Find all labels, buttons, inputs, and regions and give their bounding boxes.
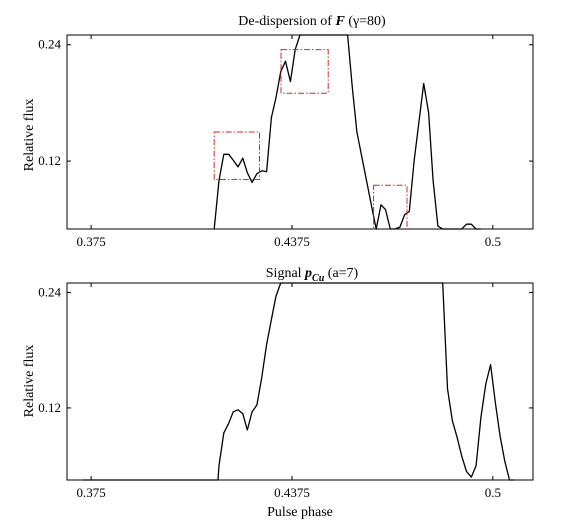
plot-frame	[66, 34, 534, 230]
x-tick-label: 0.4375	[274, 485, 310, 500]
x-tick-label: 0.375	[76, 485, 105, 500]
series-line	[83, 282, 515, 481]
title-symbol: F	[334, 14, 345, 29]
plot-frame	[66, 282, 534, 481]
y-tick-label: 0.24	[38, 37, 61, 52]
tick-layer: 0.375 0.4375 0.5 0.12 0.24	[38, 35, 533, 249]
x-tick-label: 0.375	[76, 234, 105, 249]
highlight-box	[213, 131, 260, 180]
panel-signal: Signal pCu (a=7) Relative flux 0.375 0.43…	[22, 266, 534, 520]
title-symbol: p	[304, 266, 312, 281]
title-suffix: (γ=80)	[345, 14, 386, 29]
title-subscript: Cu	[312, 273, 325, 284]
highlight-layer	[213, 49, 408, 230]
y-axis-label: Relative flux	[22, 345, 37, 418]
x-axis-label: Pulse phase	[267, 505, 333, 520]
highlight-box	[280, 49, 329, 94]
x-tick-label: 0.5	[485, 234, 501, 249]
tick-layer: 0.375 0.4375 0.5 0.12 0.24	[38, 283, 533, 500]
y-tick-label: 0.24	[38, 285, 61, 300]
panel-dedispersion: De-dispersion of F (γ=80) Relative flux …	[22, 14, 534, 249]
x-tick-label: 0.5	[485, 485, 501, 500]
chart-title: De-dispersion of F (γ=80)	[238, 14, 386, 29]
series-layer	[83, 282, 515, 481]
title-prefix: De-dispersion of	[238, 14, 335, 29]
y-tick-label: 0.12	[38, 153, 61, 168]
title-suffix: (a=7)	[324, 266, 358, 281]
y-tick-label: 0.12	[38, 400, 61, 415]
x-tick-label: 0.4375	[274, 234, 310, 249]
y-axis-label: Relative flux	[22, 99, 37, 172]
chart-title: Signal pCu (a=7)	[266, 266, 359, 284]
title-prefix: Signal	[266, 266, 305, 281]
